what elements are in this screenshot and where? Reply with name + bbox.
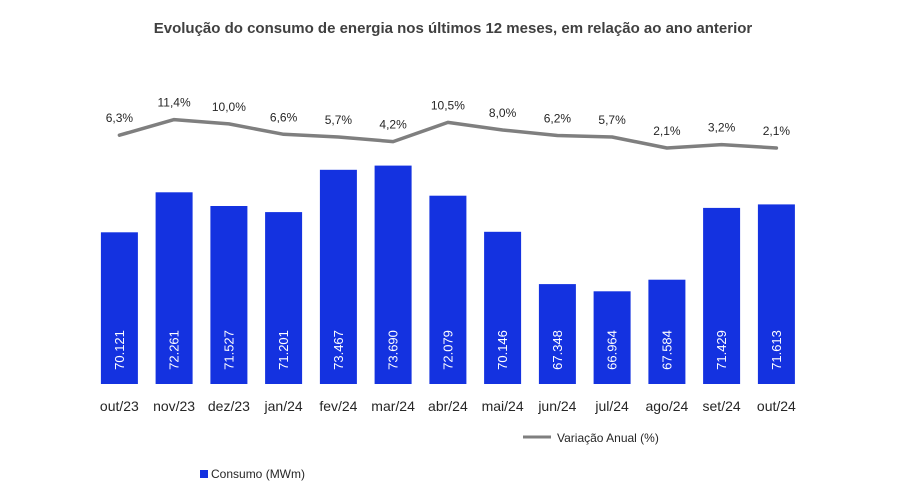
bar-data-label: 72.079 xyxy=(440,330,455,370)
bar-data-label: 73.467 xyxy=(331,330,346,370)
bar-data-label: 71.201 xyxy=(276,330,291,370)
line-data-label: 10,0% xyxy=(212,100,246,114)
x-tick-label: out/24 xyxy=(757,398,796,414)
x-tick-label: nov/23 xyxy=(153,398,195,414)
bar-data-label: 71.429 xyxy=(714,330,729,370)
line-data-label: 10,5% xyxy=(431,98,465,112)
legend-bar-swatch xyxy=(200,470,208,478)
line-data-label: 3,2% xyxy=(708,121,736,135)
bar-out/24 xyxy=(757,204,795,384)
bar-abr/24 xyxy=(429,195,467,384)
x-axis: out/23 nov/23 dez/23 jan/24 fev/24 mar/24 abr/… xyxy=(100,398,796,414)
bar-series: 70.121 72.261 71.527 71.201 73.467 73.690 72.0… xyxy=(100,165,795,384)
line-data-label: 6,3% xyxy=(106,111,134,125)
bar-jan/24 xyxy=(265,212,303,384)
x-tick-label: jul/24 xyxy=(594,398,629,414)
bar-data-label: 72.261 xyxy=(167,330,182,370)
bar-data-label: 67.584 xyxy=(659,330,674,370)
bar-data-label: 67.348 xyxy=(550,330,565,370)
line-data-label: 2,1% xyxy=(653,124,681,138)
legend-bar-label: Consumo (MWm) xyxy=(211,467,305,481)
line-data-label: 8,0% xyxy=(489,106,517,120)
line-data-label: 5,7% xyxy=(598,113,626,127)
bar-fev/24 xyxy=(319,169,357,384)
bar-set/24 xyxy=(703,207,741,384)
legend-bar: Consumo (MWm) xyxy=(200,467,305,481)
bar-ago/24 xyxy=(648,279,686,384)
line-series: 6,3% 11,4% 10,0% 6,6% 5,7% 4,2% 10,5% 8,0% 6,2% 5… xyxy=(106,96,791,150)
legend-line-label: Variação Anual (%) xyxy=(557,431,659,445)
x-tick-label: mai/24 xyxy=(482,398,524,414)
line-data-label: 6,6% xyxy=(270,110,298,124)
bar-data-label: 70.146 xyxy=(495,330,510,370)
bar-mai/24 xyxy=(484,231,522,384)
bar-jul/24 xyxy=(593,291,631,384)
variation-line xyxy=(117,117,779,150)
x-tick-label: dez/23 xyxy=(208,398,250,414)
bar-out/23 xyxy=(100,232,138,384)
chart-title: Evolução do consumo de energia nos últim… xyxy=(154,20,753,37)
line-data-label: 6,2% xyxy=(544,112,572,126)
x-tick-label: mar/24 xyxy=(371,398,415,414)
x-tick-label: set/24 xyxy=(703,398,741,414)
bar-data-label: 71.527 xyxy=(221,330,236,370)
bar-jun/24 xyxy=(538,284,576,384)
line-data-label: 2,1% xyxy=(763,124,791,138)
x-tick-label: out/23 xyxy=(100,398,139,414)
x-tick-label: jan/24 xyxy=(264,398,303,414)
x-tick-label: abr/24 xyxy=(428,398,468,414)
bar-nov/23 xyxy=(155,192,193,384)
bar-data-label: 70.121 xyxy=(112,330,127,370)
legend-line: Variação Anual (%) xyxy=(523,431,659,445)
bar-data-label: 71.613 xyxy=(769,330,784,370)
bar-dez/23 xyxy=(210,206,248,384)
x-tick-label: ago/24 xyxy=(645,398,688,414)
bar-data-label: 73.690 xyxy=(386,330,401,370)
line-data-label: 11,4% xyxy=(158,96,191,110)
line-data-label: 5,7% xyxy=(325,113,353,127)
bar-mar/24 xyxy=(374,165,412,384)
bar-data-label: 66.964 xyxy=(605,330,620,370)
line-data-label: 4,2% xyxy=(379,118,407,132)
x-tick-label: jun/24 xyxy=(537,398,576,414)
x-tick-label: fev/24 xyxy=(319,398,357,414)
